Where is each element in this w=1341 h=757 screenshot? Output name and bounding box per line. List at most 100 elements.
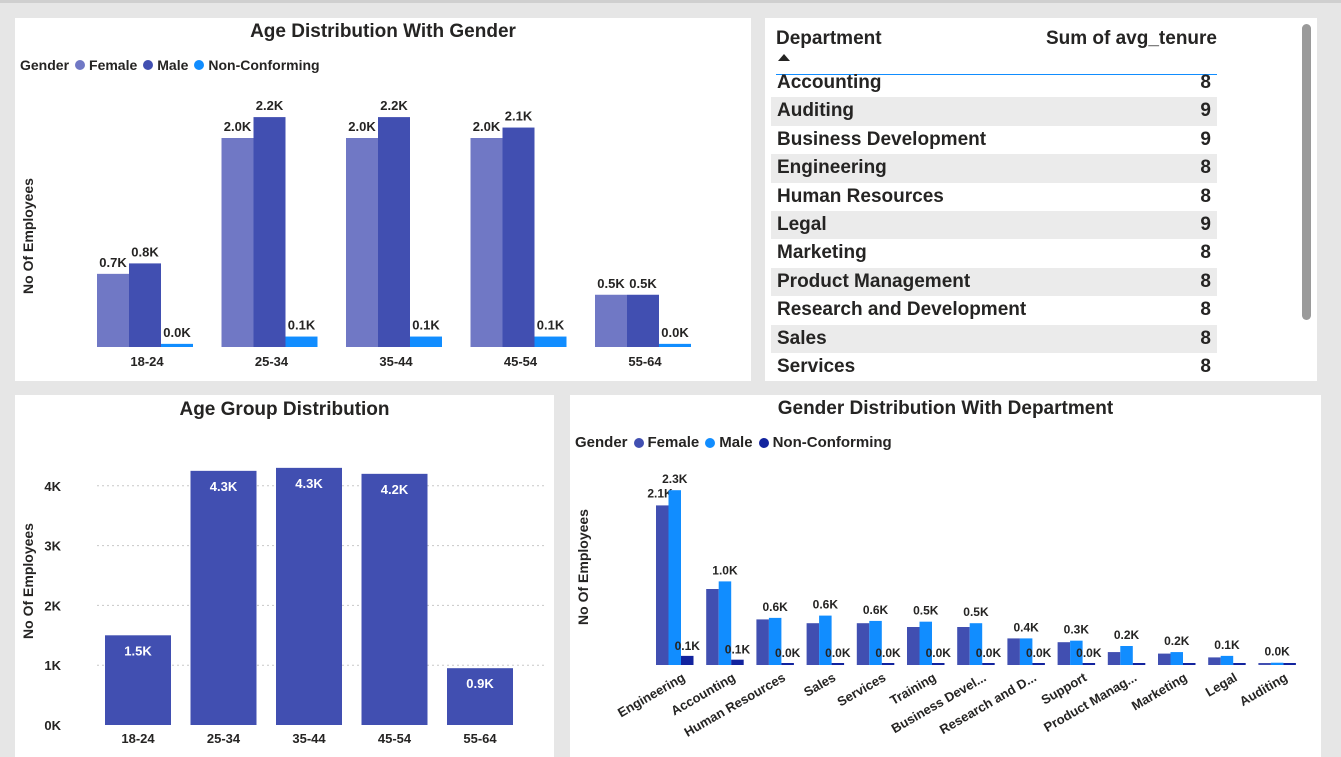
bar-female-training[interactable] xyxy=(907,627,920,665)
legend-title: Gender xyxy=(575,434,628,451)
table-scrollbar[interactable] xyxy=(1302,24,1311,320)
data-label: 0.2K xyxy=(1164,634,1190,648)
bar-female-services[interactable] xyxy=(856,623,870,665)
bar-non-conforming-services[interactable] xyxy=(881,663,895,665)
legend-female[interactable]: Female xyxy=(633,434,700,451)
bar-female-35-44[interactable] xyxy=(346,138,378,347)
bar-female-human-resources[interactable] xyxy=(756,619,769,665)
bar-25-34[interactable] xyxy=(190,470,257,725)
bar-female-auditing[interactable] xyxy=(1258,663,1271,665)
bar-male-marketing[interactable] xyxy=(1170,652,1184,665)
table-row[interactable]: Human Resources 8 xyxy=(771,183,1217,211)
bar-female-18-24[interactable] xyxy=(97,273,129,347)
bar-male-support[interactable] xyxy=(1070,640,1083,665)
age-gender-panel[interactable]: Age Distribution With Gender Gender Fema… xyxy=(15,18,751,381)
legend-female[interactable]: Female xyxy=(75,57,137,73)
table-row[interactable]: Services 8 xyxy=(771,353,1217,381)
data-label: 0.5K xyxy=(963,605,989,619)
bar-non-conforming-training[interactable] xyxy=(932,663,945,665)
bar-non-conforming-55-64[interactable] xyxy=(659,343,691,347)
bar-male-human-resources[interactable] xyxy=(768,617,782,665)
sort-ascending-icon[interactable] xyxy=(778,54,790,61)
bar-non-conforming-sales[interactable] xyxy=(831,663,845,665)
bar-male-sales[interactable] xyxy=(819,615,832,665)
bar-35-44[interactable] xyxy=(276,467,342,725)
x-tick-label: 55-64 xyxy=(628,354,662,369)
bar-non-conforming-marketing[interactable] xyxy=(1183,663,1196,665)
bar-non-conforming-35-44[interactable] xyxy=(410,336,442,347)
bar-female-legal[interactable] xyxy=(1208,657,1221,665)
bar-male-product-manag[interactable] xyxy=(1120,646,1133,665)
age-group-chart[interactable]: 0K 1K 2K 3K 4K No Of Employees 1.5K 18-24 4.3K 25… xyxy=(15,395,554,757)
table-row[interactable]: Product Management 8 xyxy=(771,267,1217,297)
bar-male-auditing[interactable] xyxy=(1270,662,1284,665)
table-row[interactable]: Marketing 8 xyxy=(771,239,1217,267)
header-avg-tenure[interactable]: Sum of avg_tenure xyxy=(1045,28,1217,49)
legend-female-label: Female xyxy=(647,434,700,451)
bar-non-conforming-accounting[interactable] xyxy=(731,659,744,665)
legend-male[interactable]: Male xyxy=(705,434,753,451)
bar-non-conforming-research-and-d[interactable] xyxy=(1032,663,1045,665)
bar-female-25-34[interactable] xyxy=(221,138,254,347)
legend-non-conforming[interactable]: Non-Conforming xyxy=(194,57,320,73)
bar-male-45-54[interactable] xyxy=(502,127,535,347)
bar-male-training[interactable] xyxy=(919,621,933,665)
age-group-panel[interactable]: Age Group Distribution 0K 1K 2K 3K 4K No Of E… xyxy=(15,395,554,757)
bar-non-conforming-support[interactable] xyxy=(1082,663,1096,665)
legend-title: Gender xyxy=(20,57,70,73)
dept-gender-panel[interactable]: Gender Distribution With Department Gend… xyxy=(570,395,1321,757)
bar-male-services[interactable] xyxy=(869,620,882,665)
legend-dot-male xyxy=(143,60,154,70)
cell-department: Sales xyxy=(777,327,827,349)
table-row[interactable]: Engineering 8 xyxy=(771,154,1217,183)
dept-gender-chart[interactable]: No Of Employees2.1K2.3K0.1KEngineering1.… xyxy=(570,395,1321,757)
age-gender-legend[interactable]: Gender Female Male Non-Conforming xyxy=(20,57,326,73)
bar-male-engineering[interactable] xyxy=(668,490,682,665)
table-row[interactable]: Accounting 8 xyxy=(771,69,1217,97)
bar-18-24[interactable] xyxy=(105,635,171,725)
legend-male[interactable]: Male xyxy=(143,57,188,73)
bar-female-engineering[interactable] xyxy=(656,505,669,665)
bar-non-conforming-product-manag[interactable] xyxy=(1132,663,1146,665)
bar-non-conforming-auditing[interactable] xyxy=(1283,663,1296,665)
dept-gender-legend[interactable]: Gender Female Male Non-Conforming xyxy=(575,434,898,451)
table-row[interactable]: Auditing 9 xyxy=(771,97,1217,126)
table-row[interactable]: Legal 9 xyxy=(771,210,1217,240)
bar-female-accounting[interactable] xyxy=(706,589,719,665)
age-gender-chart[interactable]: No Of Employees 0.7K 0.8K 0.0K 18-24 2.0K 2.2K… xyxy=(15,18,751,381)
bar-male-35-44[interactable] xyxy=(378,117,410,347)
bar-male-25-34[interactable] xyxy=(253,117,286,347)
bar-non-conforming-25-34[interactable] xyxy=(285,336,318,347)
bar-non-conforming-18-24[interactable] xyxy=(161,343,193,347)
table-row[interactable]: Research and Development 8 xyxy=(771,296,1217,324)
data-label: 2.2K xyxy=(256,98,284,113)
bar-non-conforming-business-devel[interactable] xyxy=(982,663,995,665)
bar-non-conforming-45-54[interactable] xyxy=(534,336,567,347)
bar-45-54[interactable] xyxy=(361,473,428,725)
bar-female-marketing[interactable] xyxy=(1158,653,1171,665)
bar-female-business-devel[interactable] xyxy=(957,627,970,665)
bar-female-55-64[interactable] xyxy=(595,294,627,347)
bar-male-research-and-d[interactable] xyxy=(1019,638,1033,665)
bar-female-product-manag[interactable] xyxy=(1107,652,1121,665)
table-row[interactable]: Business Development 9 xyxy=(771,126,1217,154)
bar-male-55-64[interactable] xyxy=(627,294,659,347)
tenure-table-panel[interactable]: Department Sum of avg_tenure Accounting 8… xyxy=(765,18,1317,381)
bar-female-research-and-d[interactable] xyxy=(1007,638,1020,665)
table-row[interactable]: Sales 8 xyxy=(771,324,1217,353)
x-tick-label: 35-44 xyxy=(292,731,326,746)
bar-male-legal[interactable] xyxy=(1220,655,1234,665)
bar-55-64[interactable] xyxy=(447,668,513,725)
bar-non-conforming-engineering[interactable] xyxy=(681,655,694,665)
legend-non-conforming[interactable]: Non-Conforming xyxy=(758,434,892,451)
header-department[interactable]: Department xyxy=(776,28,882,49)
data-label: 4.3K xyxy=(295,476,323,491)
bar-female-sales[interactable] xyxy=(806,623,820,665)
bar-male-accounting[interactable] xyxy=(718,581,732,665)
bar-non-conforming-legal[interactable] xyxy=(1233,663,1246,665)
bar-female-support[interactable] xyxy=(1057,642,1071,665)
bar-male-18-24[interactable] xyxy=(129,263,161,347)
bar-male-business-devel[interactable] xyxy=(969,623,983,665)
bar-female-45-54[interactable] xyxy=(470,138,503,347)
bar-non-conforming-human-resources[interactable] xyxy=(781,663,794,665)
